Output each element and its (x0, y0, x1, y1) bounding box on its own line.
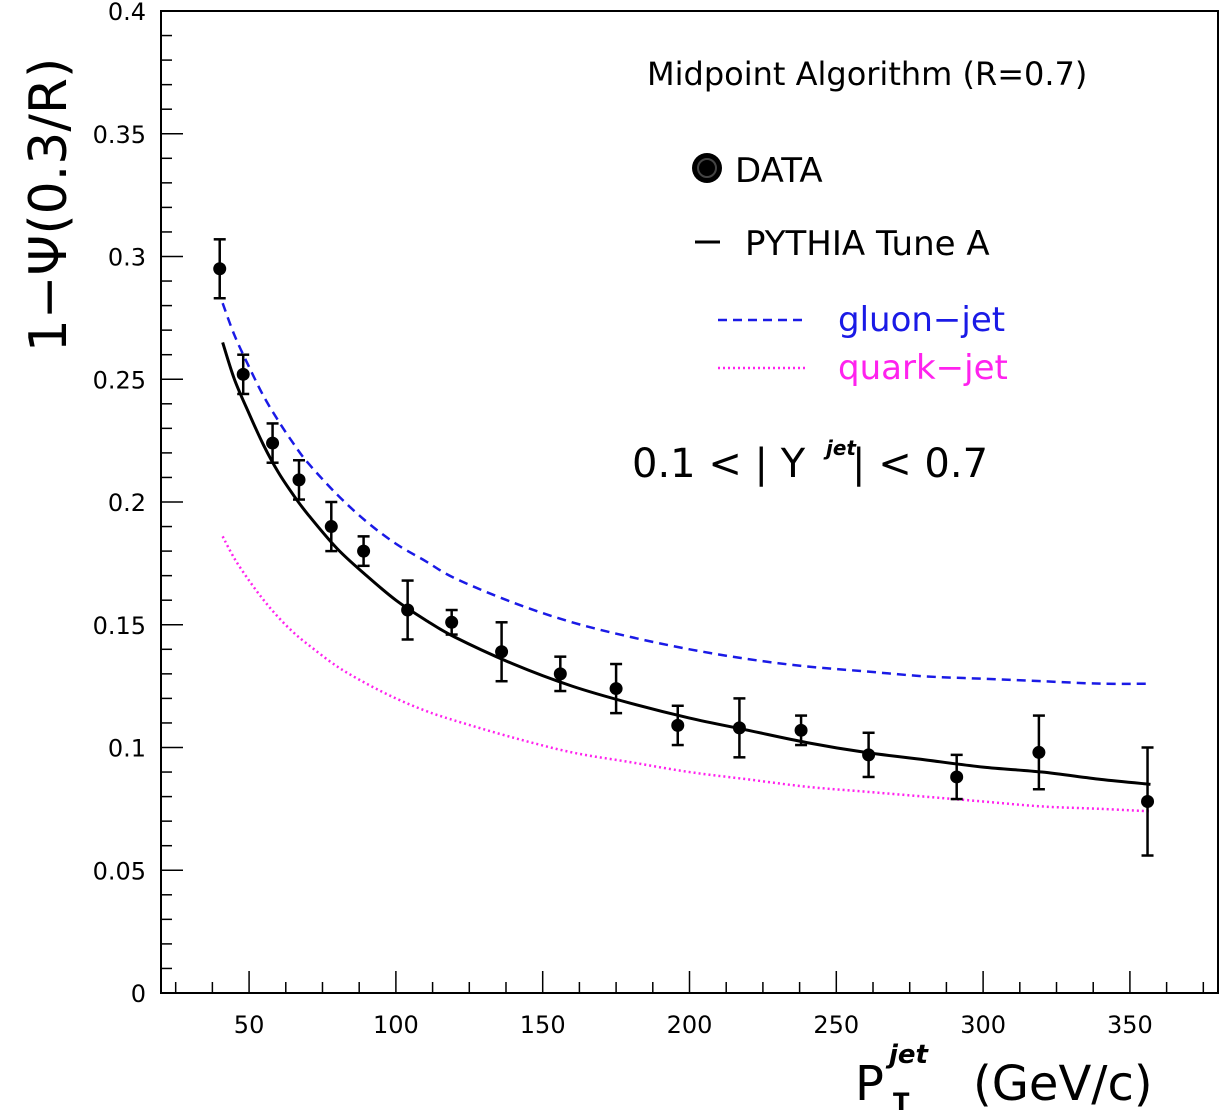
x-tick-label: 250 (813, 1011, 859, 1039)
y-tick-label: 0 (131, 980, 146, 1008)
data-marker (950, 770, 964, 784)
legend-data-marker (692, 153, 722, 183)
data-point (266, 422, 280, 464)
data-point (794, 714, 808, 747)
x-axis: 50 100 150 200 250 300 350 (174, 971, 1205, 1039)
data-point (213, 238, 227, 300)
y-tick-label: 0.15 (93, 612, 146, 640)
rapidity-range-superscript: jet (823, 436, 857, 460)
data-point (862, 731, 876, 779)
x-tick-label: 350 (1107, 1011, 1153, 1039)
data-point (609, 662, 623, 715)
data-marker (609, 682, 623, 696)
data-point (292, 459, 306, 501)
y-axis-label: 1−Ψ(0.3/R) (19, 58, 79, 353)
legend: DATA PYTHIA Tune A gluon−jet quark−jet (692, 151, 1008, 388)
y-tick-label: 0.35 (93, 121, 146, 149)
data-point (236, 353, 250, 396)
data-marker (445, 615, 459, 629)
y-axis: 0 0.05 0.1 0.15 0.2 0.25 0.3 0.35 0.4 (93, 0, 183, 1008)
data-marker (357, 544, 371, 558)
y-tick-label: 0.4 (108, 0, 146, 26)
y-tick-label: 0.3 (108, 244, 146, 272)
data-marker (553, 667, 567, 681)
data-marker (794, 723, 808, 737)
data-marker (862, 748, 876, 762)
data-marker (1141, 795, 1155, 809)
data-point (950, 753, 964, 801)
data-marker (292, 473, 306, 487)
data-point (1032, 714, 1046, 791)
legend-pythia-label: PYTHIA Tune A (745, 224, 990, 264)
data-marker (401, 603, 415, 617)
data-marker (1032, 745, 1046, 759)
data-marker (324, 520, 338, 534)
data-point (401, 579, 415, 641)
data-point (495, 621, 509, 683)
y-tick-label: 0.05 (93, 857, 146, 885)
x-tick-label: 150 (520, 1011, 566, 1039)
x-label-unit: (GeV/c) (973, 1056, 1153, 1112)
x-label-superscript: jet (885, 1040, 930, 1070)
plot-frame (160, 10, 1219, 994)
data-point (1141, 746, 1155, 857)
x-tick-label: 300 (960, 1011, 1006, 1039)
data-point (357, 535, 371, 568)
data-points (213, 238, 1155, 857)
data-point (553, 655, 567, 693)
legend-data-label: DATA (735, 151, 823, 191)
data-marker (213, 262, 227, 276)
rapidity-range-label: 0.1 < | Y jet | < 0.7 (632, 436, 988, 487)
x-tick-label: 200 (667, 1011, 713, 1039)
legend-quark-label: quark−jet (838, 348, 1008, 388)
rapidity-range-prefix: 0.1 < | Y (632, 441, 806, 487)
data-point (732, 697, 746, 759)
x-axis-label: P jet T (GeV/c) (855, 1040, 1153, 1116)
algorithm-label: Midpoint Algorithm (R=0.7) (647, 55, 1087, 93)
data-point (671, 704, 685, 747)
data-marker (671, 718, 685, 732)
data-marker (266, 436, 280, 450)
curves (221, 302, 1151, 813)
x-label-main: P (855, 1056, 884, 1112)
y-tick-label: 0.2 (108, 489, 146, 517)
gluon-jet-curve (221, 302, 1151, 686)
y-tick-label: 0.1 (108, 735, 146, 763)
y-tick-label: 0.25 (93, 366, 146, 394)
legend-gluon-label: gluon−jet (838, 300, 1005, 340)
x-tick-label: 100 (373, 1011, 419, 1039)
data-marker (236, 367, 250, 381)
quark-jet-curve (221, 535, 1151, 813)
x-tick-label: 50 (234, 1011, 265, 1039)
data-marker (732, 721, 746, 735)
data-point (445, 608, 459, 636)
x-label-subscript: T (893, 1088, 910, 1116)
pythia-tune-a-curve (221, 341, 1151, 786)
data-point (324, 500, 338, 553)
data-marker (495, 645, 509, 659)
rapidity-range-suffix: | < 0.7 (852, 441, 988, 487)
